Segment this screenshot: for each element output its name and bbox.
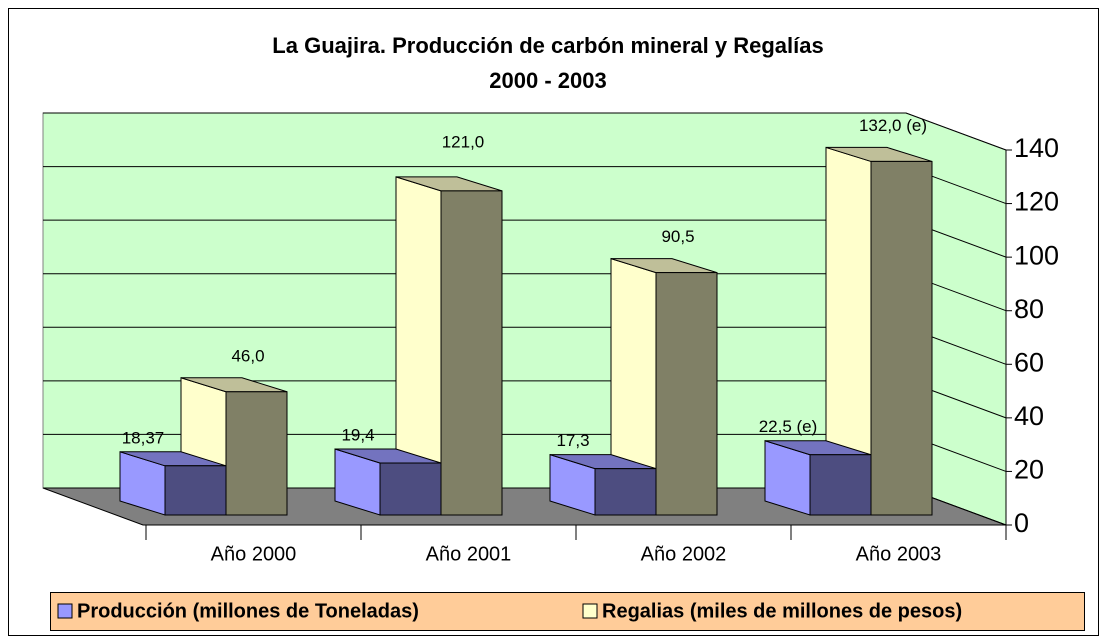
y-tick-label: 20 <box>1014 455 1044 485</box>
y-tick-label: 60 <box>1014 347 1044 377</box>
y-tick-label: 100 <box>1014 240 1059 270</box>
bar <box>164 465 227 516</box>
value-label: 18,37 <box>122 428 165 447</box>
chart-subtitle: 2000 - 2003 <box>489 68 606 93</box>
legend-label: Regalias (miles de millones de pesos) <box>602 600 962 622</box>
x-tick-label: Año 2000 <box>211 543 297 565</box>
x-tick-label: Año 2002 <box>641 543 727 565</box>
chart-title: La Guajira. Producción de carbón mineral… <box>272 33 823 58</box>
value-label: 121,0 <box>442 132 485 151</box>
legend <box>50 592 1085 631</box>
legend-swatch <box>582 603 598 619</box>
y-tick-label: 40 <box>1014 401 1044 431</box>
value-label: 17,3 <box>556 431 589 450</box>
x-tick-label: Año 2003 <box>856 543 942 565</box>
legend-swatch <box>57 603 73 619</box>
bar <box>870 160 933 516</box>
value-label: 90,5 <box>661 227 694 246</box>
value-label: 22,5 (e) <box>759 417 818 436</box>
value-label: 46,0 <box>231 346 264 365</box>
bar <box>440 190 503 516</box>
bar <box>379 462 442 516</box>
bar <box>594 468 657 516</box>
x-tick-label: Año 2001 <box>426 543 512 565</box>
legend-label: Producción (millones de Toneladas) <box>77 600 419 622</box>
bar <box>225 391 288 516</box>
y-tick-label: 140 <box>1014 133 1059 163</box>
bar <box>809 454 872 516</box>
y-tick-label: 120 <box>1014 187 1059 217</box>
bar <box>655 272 718 516</box>
value-label: 19,4 <box>341 426 374 445</box>
grid-line <box>43 112 1007 151</box>
y-tick-label: 80 <box>1014 294 1044 324</box>
y-tick-label: 0 <box>1014 508 1029 538</box>
value-label: 132,0 (e) <box>859 116 927 135</box>
